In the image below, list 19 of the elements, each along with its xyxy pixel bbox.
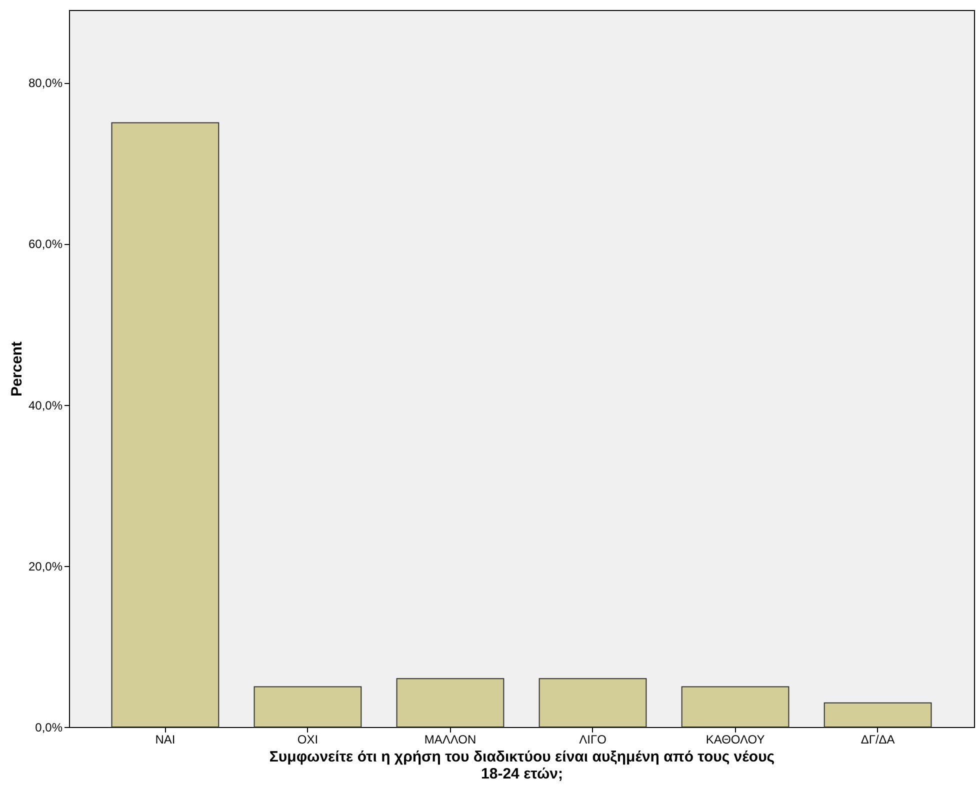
bar: [538, 678, 647, 728]
y-tick-label: 60,0%: [28, 237, 63, 252]
x-tick-label: ΜΑΛΛΟΝ: [424, 732, 476, 746]
x-tick-label: ΛΙΓΟ: [579, 732, 606, 746]
bar: [824, 702, 932, 728]
bar: [681, 686, 790, 728]
x-tick-label: ΝΑΙ: [155, 732, 176, 746]
y-tick-label: 40,0%: [28, 398, 63, 412]
x-tick-label: ΔΓ/ΔΑ: [860, 732, 895, 746]
y-axis-title: Percent: [8, 341, 26, 397]
bar: [254, 686, 362, 728]
x-axis-title: Συμφωνείτε ότι η χρήση του διαδικτύου είναι αυξημένη από τους νέους 18-24 ετών;: [269, 748, 775, 782]
bar: [111, 122, 220, 728]
x-tick-label: ΟΧΙ: [297, 732, 318, 746]
y-tick-label: 80,0%: [28, 76, 63, 90]
bar: [396, 678, 504, 728]
y-tick-label: 20,0%: [28, 559, 63, 574]
x-tick-label: ΚΑΘΟΛΟΥ: [706, 732, 765, 746]
y-tick-label: 0,0%: [35, 720, 63, 734]
